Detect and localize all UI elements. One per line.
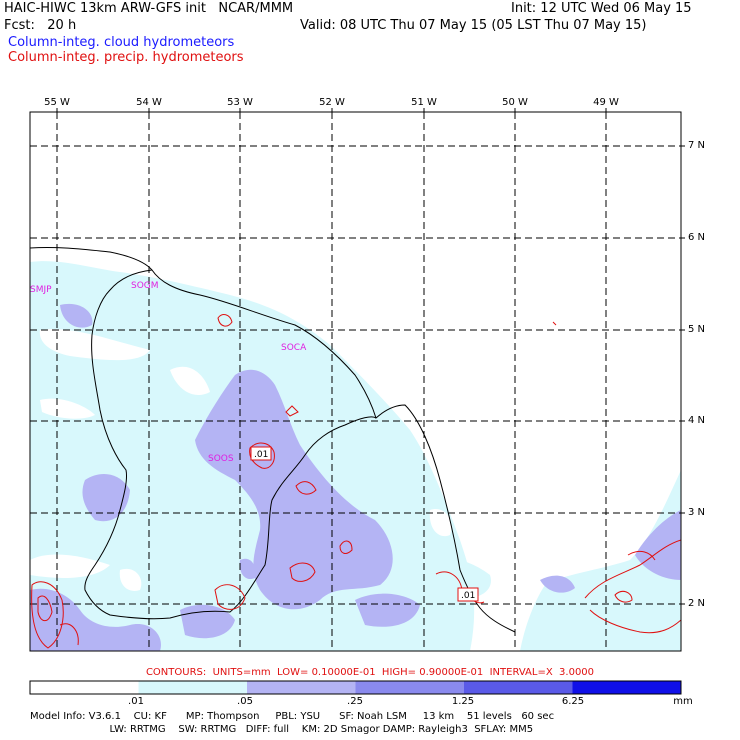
lon-label-55w: 55 W [44, 97, 70, 108]
colorbar-border [29, 680, 682, 695]
lon-label-51w: 51 W [411, 97, 437, 108]
colorbar-units: mm [673, 696, 693, 707]
lat-label-5n: 5 N [688, 324, 706, 335]
lon-label-53w: 53 W [227, 97, 253, 108]
colorbar-swatch [30, 681, 139, 694]
field-cloud-label: Column-integ. cloud hydrometeors [8, 35, 235, 50]
colorbar-label: 6.25 [561, 696, 585, 707]
colorbar-label: .01 [128, 696, 144, 707]
colorbar-label: .05 [237, 696, 253, 707]
coastline [30, 246, 516, 633]
station-soos: SOOS [208, 454, 234, 464]
contour-label: .01 [461, 591, 475, 601]
model-info-line1: Model Info: V3.6.1 CU: KF MP: Thompson P… [30, 711, 555, 722]
model-info-line2: LW: RRTMG SW: RRTMG DIFF: full KM: 2D Sm… [30, 724, 534, 735]
forecast-hour: Fcst: 20 h [4, 18, 77, 33]
lon-label-52w: 52 W [319, 97, 345, 108]
lat-label-4n: 4 N [688, 415, 706, 426]
field-precip-label: Column-integ. precip. hydrometeors [8, 50, 244, 65]
colorbar-swatch [572, 681, 681, 694]
colorbar-swatch [138, 681, 247, 694]
colorbar-swatch [247, 681, 356, 694]
station-sogm: SOGM [131, 281, 159, 291]
station-smjp: SMJP [30, 285, 52, 295]
colorbar-swatch [355, 681, 464, 694]
valid-time: Valid: 08 UTC Thu 07 May 15 (05 LST Thu … [300, 18, 647, 33]
colorbar-label: 1.25 [451, 696, 475, 707]
contour-label: .01 [254, 450, 268, 460]
map-border [29, 111, 682, 652]
lat-label-7n: 7 N [688, 140, 706, 151]
init-time: Init: 12 UTC Wed 06 May 15 [511, 1, 692, 16]
axis-ticks [56, 108, 685, 605]
lat-label-2n: 2 N [688, 598, 706, 609]
lon-label-49w: 49 W [593, 97, 619, 108]
station-soca: SOCA [281, 343, 307, 353]
lat-label-6n: 6 N [688, 232, 706, 243]
lat-lon-grid [30, 112, 681, 651]
cloud-field-medium [60, 303, 93, 328]
contour-label-box [457, 587, 479, 602]
colorbar-label: .25 [347, 696, 363, 707]
model-title: HAIC-HIWC 13km ARW-GFS init NCAR/MMM [4, 1, 294, 16]
lon-label-50w: 50 W [502, 97, 528, 108]
colorbar-swatch [464, 681, 573, 694]
contour-label-box [250, 446, 272, 461]
lat-label-3n: 3 N [688, 507, 706, 518]
lon-label-54w: 54 W [136, 97, 162, 108]
contour-info: CONTOURS: UNITS=mm LOW= 0.10000E-01 HIGH… [145, 667, 595, 678]
colorbar [29, 680, 682, 695]
